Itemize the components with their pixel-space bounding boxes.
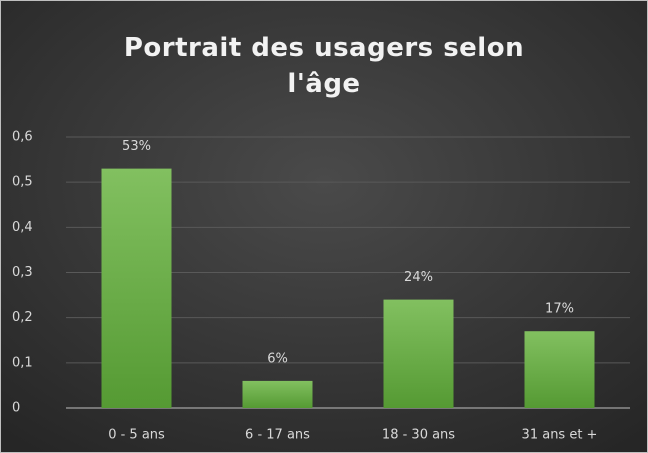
x-tick-label: 0 - 5 ans (108, 428, 165, 443)
data-label: 53% (122, 139, 151, 154)
y-tick-label: 0,5 (12, 175, 33, 190)
y-tick-label: 0,6 (12, 130, 33, 145)
x-tick-label: 6 - 17 ans (245, 428, 310, 443)
x-tick-label: 31 ans et + (522, 428, 598, 443)
bar (524, 331, 595, 408)
x-tick-label: 18 - 30 ans (382, 428, 455, 443)
bar (383, 299, 454, 408)
y-tick-label: 0 (12, 401, 20, 416)
bar (101, 168, 172, 408)
data-label: 6% (267, 351, 288, 366)
data-label: 24% (404, 270, 433, 285)
y-tick-label: 0,4 (12, 220, 33, 235)
y-tick-label: 0,3 (12, 265, 33, 280)
bar (242, 380, 313, 408)
y-tick-label: 0,1 (12, 355, 33, 370)
chart-title: Portrait des usagers selon l'âge (123, 33, 525, 99)
data-label: 17% (545, 302, 574, 317)
y-tick-label: 0,2 (12, 310, 33, 325)
